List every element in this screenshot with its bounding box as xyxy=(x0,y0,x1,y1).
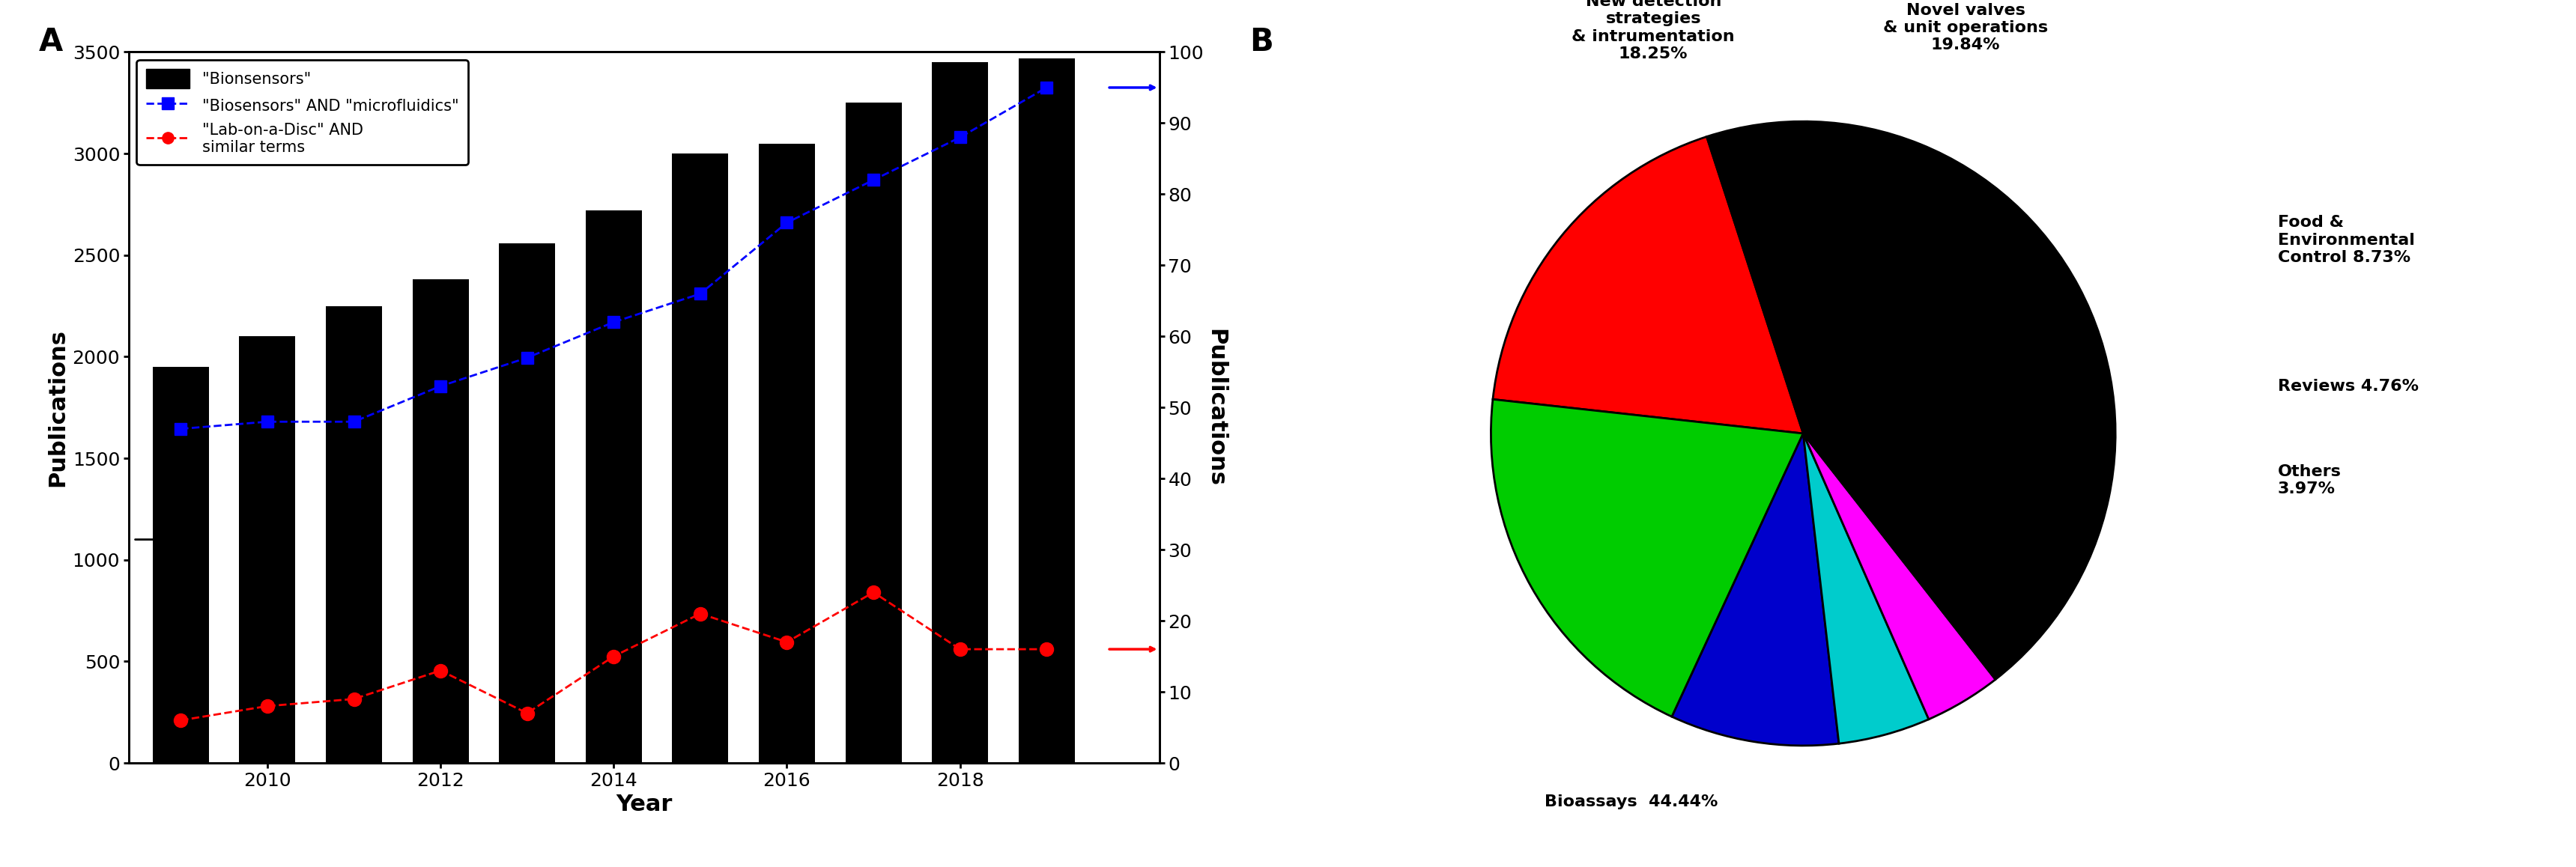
Text: Others
3.97%: Others 3.97% xyxy=(2277,464,2342,497)
Legend: "Bionsensors", "Biosensors" AND "microfluidics", "Lab-on-a-Disc" AND
similar ter: "Bionsensors", "Biosensors" AND "microfl… xyxy=(137,60,469,165)
Text: Food &
Environmental
Control 8.73%: Food & Environmental Control 8.73% xyxy=(2277,215,2414,264)
Text: Reviews 4.76%: Reviews 4.76% xyxy=(2277,379,2419,394)
Text: A: A xyxy=(39,26,62,57)
Y-axis label: Publications: Publications xyxy=(1206,329,1226,486)
Bar xyxy=(1018,58,1074,763)
Text: New detection
strategies
& intrumentation
18.25%: New detection strategies & intrumentatio… xyxy=(1571,0,1734,62)
Wedge shape xyxy=(1492,400,1803,717)
Text: Bioassays  44.44%: Bioassays 44.44% xyxy=(1546,794,1718,809)
Wedge shape xyxy=(1494,137,1803,434)
Y-axis label: Publications: Publications xyxy=(46,329,67,486)
Bar xyxy=(500,243,556,763)
Bar xyxy=(585,211,641,763)
Bar xyxy=(672,153,729,763)
Bar xyxy=(845,103,902,763)
Bar xyxy=(412,279,469,763)
Bar xyxy=(240,336,296,763)
Bar xyxy=(325,306,381,763)
Text: Novel valves
& unit operations
19.84%: Novel valves & unit operations 19.84% xyxy=(1883,3,2048,53)
X-axis label: Year: Year xyxy=(616,794,672,816)
Bar xyxy=(152,367,209,763)
Text: B: B xyxy=(1249,26,1273,57)
Wedge shape xyxy=(1708,121,2115,680)
Wedge shape xyxy=(1803,434,1929,744)
Wedge shape xyxy=(1672,434,1839,746)
Wedge shape xyxy=(1803,434,1996,720)
Bar xyxy=(933,62,989,763)
Bar xyxy=(760,143,814,763)
